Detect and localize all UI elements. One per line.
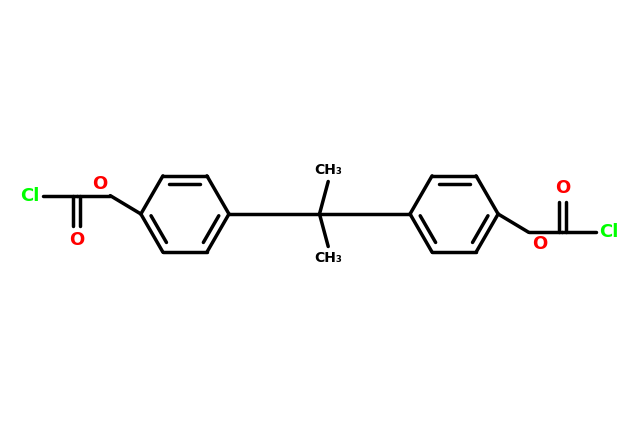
Text: Cl: Cl [599, 223, 619, 241]
Text: O: O [555, 179, 570, 197]
Text: O: O [92, 175, 107, 193]
Text: O: O [69, 231, 84, 249]
Text: O: O [532, 235, 547, 253]
Text: CH₃: CH₃ [314, 251, 342, 265]
Text: Cl: Cl [20, 187, 40, 205]
Text: CH₃: CH₃ [314, 163, 342, 177]
